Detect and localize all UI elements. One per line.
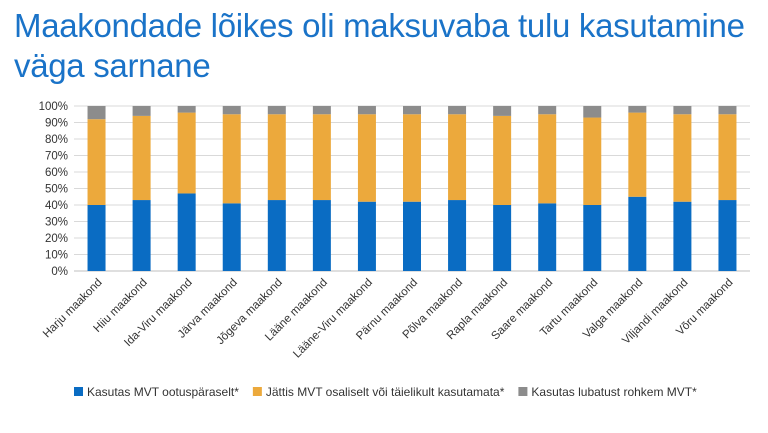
bar-segment	[673, 114, 692, 202]
legend-label: Kasutas lubatust rohkem MVT*	[531, 385, 697, 399]
bar-segment	[718, 114, 737, 201]
bar-segment	[718, 106, 737, 115]
y-tick-label: 60%	[45, 167, 68, 179]
bar-segment	[132, 115, 151, 201]
bar-segment	[87, 119, 106, 205]
y-tick-label: 70%	[45, 151, 68, 163]
bar-segment	[267, 106, 286, 115]
legend-label: Jättis MVT osaliselt või täielikult kasu…	[266, 385, 505, 399]
bar-segment	[312, 200, 331, 271]
bar-segment	[448, 114, 467, 201]
bar-segment	[493, 115, 512, 205]
bar-segment	[583, 106, 602, 118]
y-tick-label: 100%	[39, 101, 68, 113]
bar-segment	[177, 112, 196, 194]
bar-segment	[403, 201, 421, 271]
bar-segment	[673, 201, 692, 271]
bar-segment	[312, 106, 331, 115]
bar-segment	[403, 114, 421, 202]
y-tick-label: 90%	[45, 118, 68, 130]
bar-segment	[448, 106, 467, 115]
bar-segment	[493, 205, 512, 271]
y-axis-ticks: 0% 10% 20% 30% 40% 50% 60% 70% 80% 90% 100%	[39, 101, 68, 278]
legend-swatch	[74, 387, 83, 396]
bar-segment	[718, 200, 737, 271]
bar-segment	[177, 106, 196, 113]
bar-segment	[493, 106, 512, 116]
bar-segment	[177, 193, 196, 271]
bar-segment	[448, 200, 467, 271]
bar-segment	[583, 205, 602, 271]
bar-segment	[312, 114, 331, 201]
legend-label: Kasutas MVT ootuspäraselt*	[87, 385, 239, 399]
bar-segment	[628, 106, 647, 113]
bar-segment	[538, 106, 557, 115]
bar-segment	[132, 106, 151, 116]
bar-segment	[357, 106, 376, 115]
bar-segment	[628, 196, 647, 271]
legend: Kasutas MVT ootuspäraselt* Jättis MVT osa…	[74, 385, 697, 399]
y-tick-label: 40%	[45, 200, 68, 212]
bar-segment	[538, 203, 557, 271]
legend-swatch	[252, 387, 262, 396]
bar-segment	[267, 200, 286, 271]
bar-segment	[538, 114, 557, 204]
y-tick-label: 80%	[45, 134, 68, 146]
bar-segment	[267, 114, 286, 201]
y-tick-label: 10%	[45, 250, 68, 262]
bar-segment	[583, 117, 602, 205]
legend-swatch	[518, 387, 528, 396]
bar-segment	[132, 200, 151, 271]
bar-segment	[673, 106, 692, 115]
y-tick-label: 30%	[45, 217, 68, 229]
y-tick-label: 0%	[51, 266, 68, 278]
y-tick-label: 50%	[45, 184, 68, 196]
chart-title: Maakondade lõikes oli maksuvaba tulu kas…	[14, 7, 745, 84]
bar-segment	[87, 205, 106, 271]
bar-segment	[222, 203, 241, 271]
bars	[87, 106, 737, 271]
bar-segment	[403, 106, 421, 115]
bar-segment	[87, 106, 106, 120]
bar-segment	[357, 114, 376, 202]
bar-segment	[222, 114, 241, 204]
x-tick-label: Lääne-Viru maakond	[291, 277, 375, 361]
y-tick-label: 20%	[45, 233, 68, 245]
bar-segment	[357, 201, 376, 271]
bar-segment	[628, 112, 647, 197]
bar-segment	[222, 106, 241, 115]
